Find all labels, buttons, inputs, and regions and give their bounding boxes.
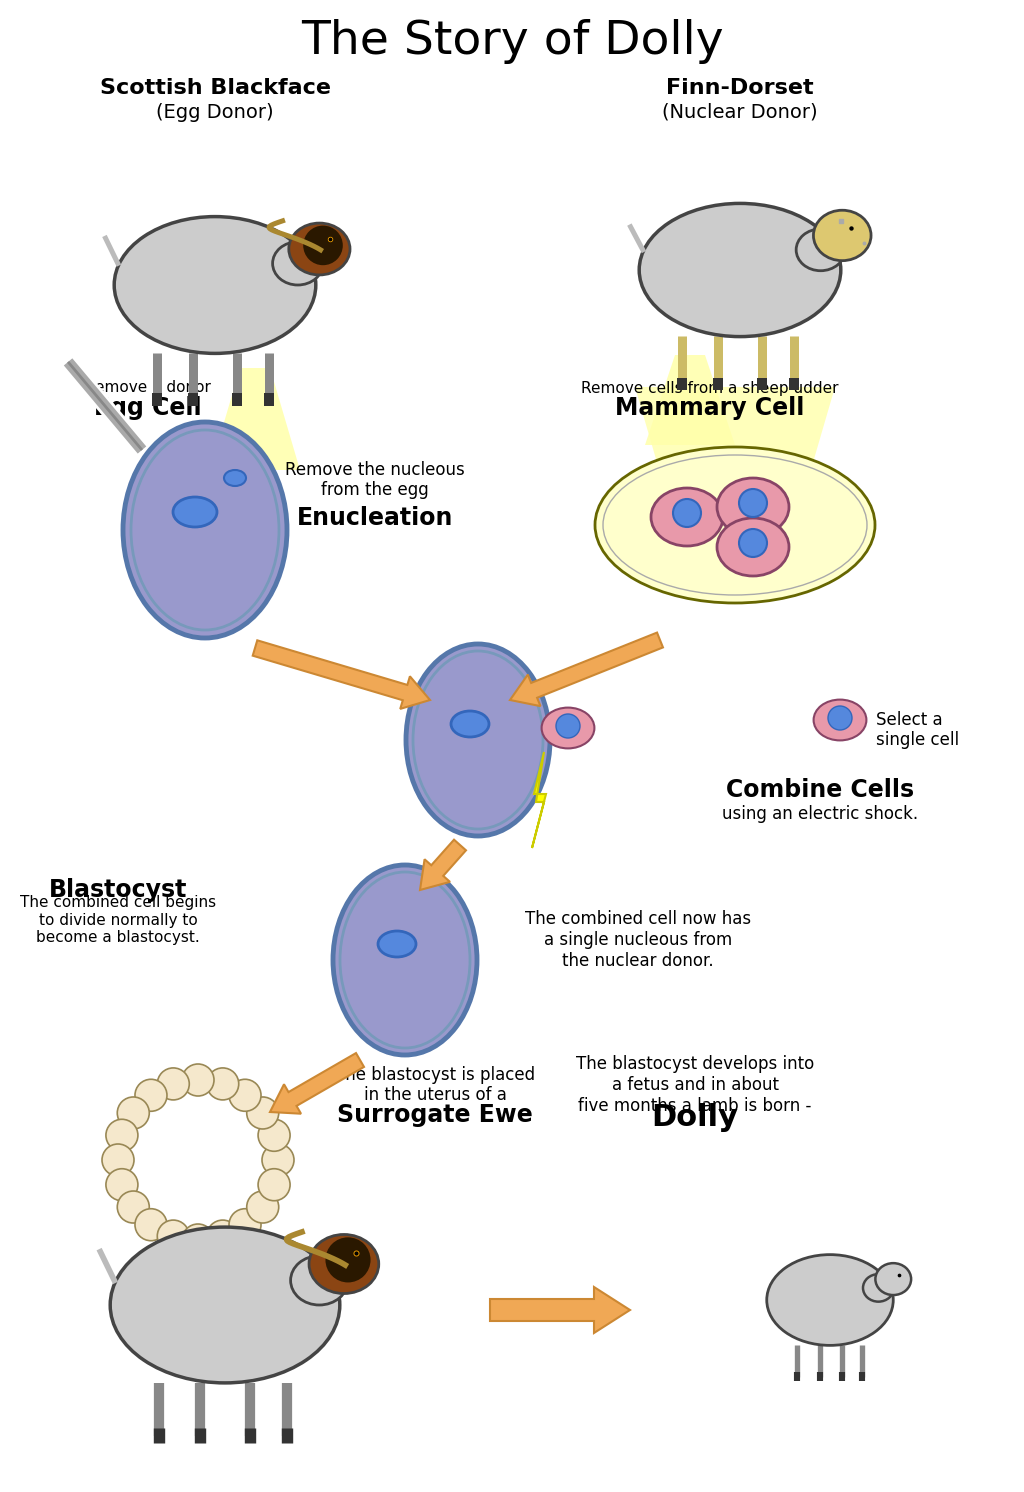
Ellipse shape xyxy=(542,707,594,749)
Ellipse shape xyxy=(173,497,217,527)
Circle shape xyxy=(739,530,767,557)
Text: Blastocyst: Blastocyst xyxy=(49,877,187,903)
Polygon shape xyxy=(420,840,466,891)
Polygon shape xyxy=(510,633,663,706)
Circle shape xyxy=(258,1168,290,1201)
Ellipse shape xyxy=(651,488,723,546)
Circle shape xyxy=(105,1119,138,1152)
Text: The blastocyst develops into
a fetus and in about
five months a lamb is born -: The blastocyst develops into a fetus and… xyxy=(575,1055,814,1115)
Circle shape xyxy=(207,1068,239,1100)
Text: Dolly: Dolly xyxy=(651,1104,738,1132)
Ellipse shape xyxy=(326,1237,371,1283)
Ellipse shape xyxy=(378,931,416,956)
Ellipse shape xyxy=(294,242,309,263)
Circle shape xyxy=(556,715,580,739)
Polygon shape xyxy=(490,1288,630,1332)
Circle shape xyxy=(135,1079,167,1112)
Circle shape xyxy=(118,1191,150,1223)
Ellipse shape xyxy=(309,1234,379,1294)
Text: The combined cell begins
to divide normally to
become a blastocyst.: The combined cell begins to divide norma… xyxy=(19,895,216,944)
Ellipse shape xyxy=(111,1226,340,1383)
Text: Enucleation: Enucleation xyxy=(297,506,454,530)
Polygon shape xyxy=(253,640,430,709)
Text: Mammary Cell: Mammary Cell xyxy=(615,395,805,421)
Ellipse shape xyxy=(291,1256,348,1306)
Text: Select a
single cell: Select a single cell xyxy=(876,710,959,749)
Circle shape xyxy=(739,489,767,518)
Circle shape xyxy=(258,1119,290,1152)
Text: Scottish Blackface: Scottish Blackface xyxy=(99,78,331,98)
Circle shape xyxy=(828,706,852,730)
Polygon shape xyxy=(645,355,735,445)
Ellipse shape xyxy=(272,242,323,285)
Circle shape xyxy=(102,1144,134,1176)
Ellipse shape xyxy=(224,470,246,486)
Ellipse shape xyxy=(451,712,489,737)
Ellipse shape xyxy=(797,228,845,270)
Ellipse shape xyxy=(813,210,871,261)
Text: (Egg Donor): (Egg Donor) xyxy=(157,103,273,121)
Text: Remove a donor: Remove a donor xyxy=(85,380,211,395)
Polygon shape xyxy=(635,386,835,592)
Circle shape xyxy=(105,1168,138,1201)
Circle shape xyxy=(247,1191,279,1223)
Text: using an electric shock.: using an electric shock. xyxy=(722,806,919,824)
Ellipse shape xyxy=(406,645,550,836)
Circle shape xyxy=(229,1079,261,1112)
Ellipse shape xyxy=(639,203,841,337)
Ellipse shape xyxy=(876,1264,911,1295)
Text: Surrogate Ewe: Surrogate Ewe xyxy=(337,1103,532,1126)
Circle shape xyxy=(247,1097,279,1129)
Circle shape xyxy=(158,1220,189,1252)
Ellipse shape xyxy=(314,1256,332,1280)
Polygon shape xyxy=(532,752,546,847)
Text: The blastocyst is placed
in the uterus of a: The blastocyst is placed in the uterus o… xyxy=(335,1065,536,1104)
Text: Remove cells from a sheep udder: Remove cells from a sheep udder xyxy=(582,380,839,395)
Circle shape xyxy=(158,1068,189,1100)
Circle shape xyxy=(673,498,701,527)
Ellipse shape xyxy=(814,700,866,740)
Ellipse shape xyxy=(767,1255,893,1346)
Ellipse shape xyxy=(303,225,343,266)
Circle shape xyxy=(229,1209,261,1241)
Circle shape xyxy=(182,1223,214,1256)
Circle shape xyxy=(135,1209,167,1241)
Circle shape xyxy=(262,1144,294,1176)
Ellipse shape xyxy=(123,422,287,639)
Polygon shape xyxy=(270,1053,364,1113)
Ellipse shape xyxy=(717,477,790,536)
Text: Combine Cells: Combine Cells xyxy=(726,777,914,803)
Circle shape xyxy=(207,1220,239,1252)
Ellipse shape xyxy=(717,518,790,576)
Text: Finn-Dorset: Finn-Dorset xyxy=(667,78,814,98)
Ellipse shape xyxy=(863,1274,894,1301)
Ellipse shape xyxy=(115,216,315,354)
Text: (Nuclear Donor): (Nuclear Donor) xyxy=(663,103,818,121)
Text: The combined cell now has
a single nucleous from
the nuclear donor.: The combined cell now has a single nucle… xyxy=(525,910,751,970)
Circle shape xyxy=(118,1097,150,1129)
Ellipse shape xyxy=(333,865,477,1055)
Text: Egg Cell: Egg Cell xyxy=(94,395,202,421)
Text: Remove the nucleous
from the egg: Remove the nucleous from the egg xyxy=(285,461,465,500)
Polygon shape xyxy=(210,369,300,470)
Text: The Story of Dolly: The Story of Dolly xyxy=(301,19,723,64)
Ellipse shape xyxy=(289,224,350,275)
Circle shape xyxy=(182,1064,214,1097)
Ellipse shape xyxy=(595,448,874,603)
